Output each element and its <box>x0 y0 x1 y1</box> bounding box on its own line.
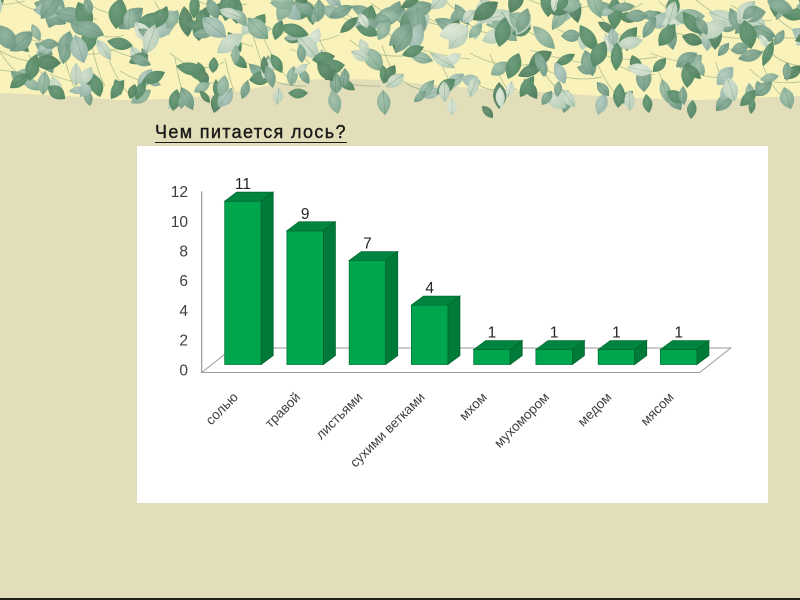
svg-text:мясом: мясом <box>638 390 677 429</box>
svg-text:листьями: листьями <box>313 390 366 443</box>
svg-text:мхом: мхом <box>456 390 490 424</box>
svg-text:6: 6 <box>179 273 188 290</box>
svg-text:4: 4 <box>179 303 188 320</box>
svg-text:2: 2 <box>179 333 188 350</box>
svg-text:медом: медом <box>575 390 615 430</box>
svg-text:травой: травой <box>262 390 303 431</box>
svg-text:1: 1 <box>488 325 497 342</box>
svg-text:солью: солью <box>203 390 241 428</box>
svg-text:10: 10 <box>171 214 189 231</box>
svg-text:11: 11 <box>235 176 251 193</box>
svg-text:7: 7 <box>363 236 372 253</box>
svg-text:1: 1 <box>550 325 559 342</box>
svg-text:0: 0 <box>179 362 188 379</box>
svg-text:4: 4 <box>425 280 434 297</box>
svg-text:1: 1 <box>674 325 683 342</box>
svg-text:8: 8 <box>179 244 188 261</box>
svg-text:1: 1 <box>612 325 621 342</box>
svg-text:12: 12 <box>171 184 188 201</box>
svg-text:мухомором: мухомором <box>491 390 552 451</box>
svg-text:9: 9 <box>301 206 310 223</box>
